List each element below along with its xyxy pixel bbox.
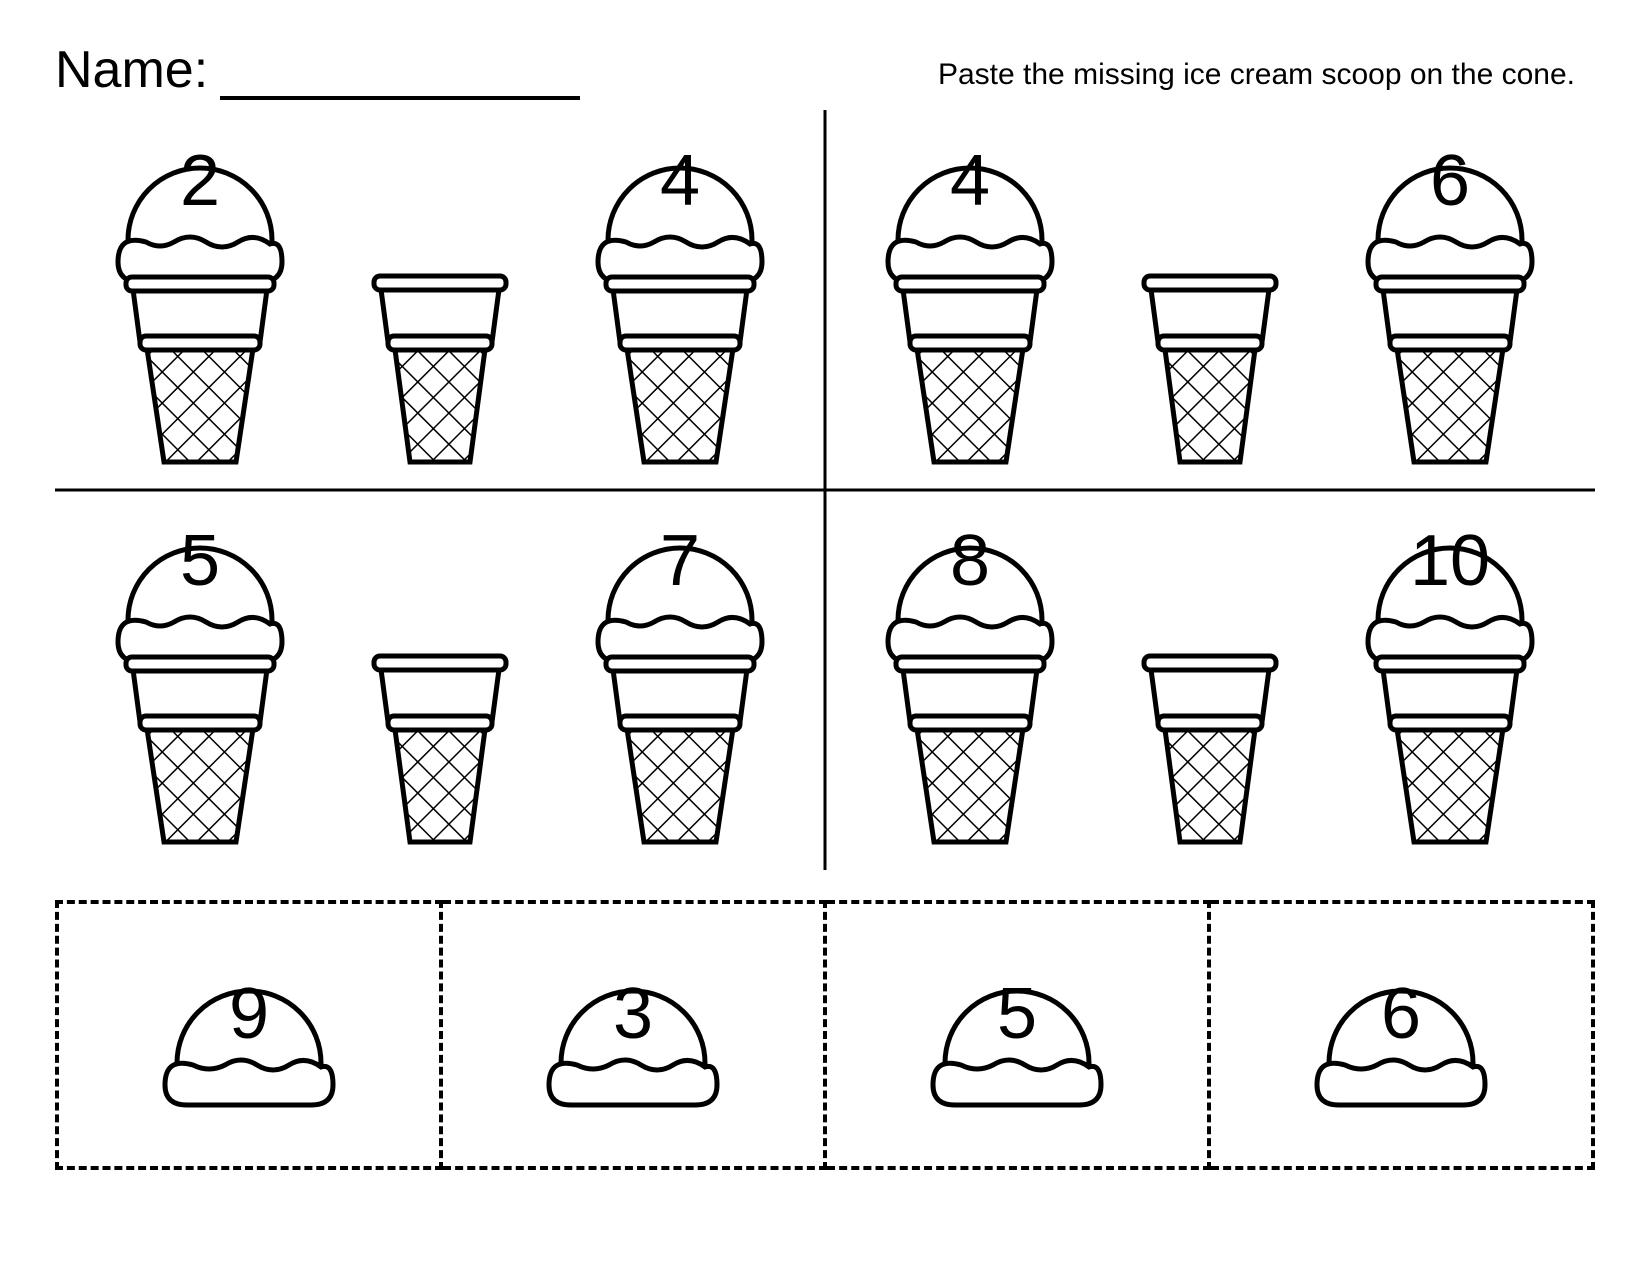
quadrant-1: 2 4	[55, 110, 825, 490]
quadrant-4: 8 10	[825, 490, 1595, 870]
scoop-number: 3	[613, 973, 653, 1055]
worksheet-page: Name: Paste the missing ice cream scoop …	[0, 0, 1650, 1275]
instructions-text: Paste the missing ice cream scoop on the…	[938, 58, 1595, 100]
cone-with-scoop: 6	[1350, 122, 1550, 472]
name-input-line[interactable]	[220, 52, 580, 100]
name-block: Name:	[55, 40, 580, 100]
name-label: Name:	[55, 40, 208, 100]
cutout-scoop[interactable]: 3	[443, 900, 827, 1170]
scoop-number: 4	[660, 140, 700, 222]
empty-cone[interactable]	[340, 502, 540, 852]
empty-cone[interactable]	[1110, 502, 1310, 852]
scoop-number: 6	[1430, 140, 1470, 222]
empty-cone[interactable]	[1110, 122, 1310, 472]
cone-with-scoop: 4	[580, 122, 780, 472]
cutout-scoop[interactable]: 9	[55, 900, 443, 1170]
quadrant-2: 4 6	[825, 110, 1595, 490]
cutout-row: 9 3 5 6	[55, 900, 1595, 1170]
cone-with-scoop: 10	[1350, 502, 1550, 852]
scoop-number: 7	[660, 520, 700, 602]
cone-with-scoop: 8	[870, 502, 1070, 852]
scoop-number: 5	[180, 520, 220, 602]
scoop-number: 4	[950, 140, 990, 222]
scoop-number: 2	[180, 140, 220, 222]
scoop-number: 9	[229, 973, 269, 1055]
scoop-number: 10	[1410, 520, 1490, 602]
cutout-scoop[interactable]: 5	[827, 900, 1211, 1170]
quadrant-3: 5 7	[55, 490, 825, 870]
cone-with-scoop: 2	[100, 122, 300, 472]
empty-cone[interactable]	[340, 122, 540, 472]
scoop-number: 6	[1381, 973, 1421, 1055]
problem-grid: 2 4 4 6	[55, 110, 1595, 870]
scoop-number: 8	[950, 520, 990, 602]
cone-with-scoop: 4	[870, 122, 1070, 472]
header: Name: Paste the missing ice cream scoop …	[55, 40, 1595, 100]
cone-with-scoop: 5	[100, 502, 300, 852]
scoop-number: 5	[997, 973, 1037, 1055]
cone-with-scoop: 7	[580, 502, 780, 852]
cutout-scoop[interactable]: 6	[1211, 900, 1595, 1170]
